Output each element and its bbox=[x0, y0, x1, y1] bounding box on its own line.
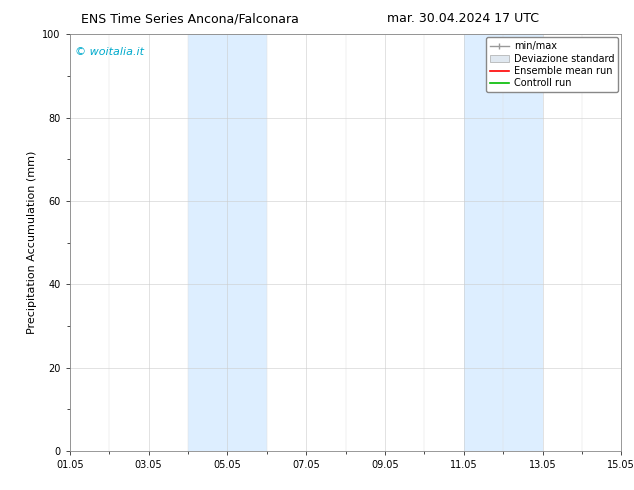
Text: © woitalia.it: © woitalia.it bbox=[75, 47, 145, 57]
Text: mar. 30.04.2024 17 UTC: mar. 30.04.2024 17 UTC bbox=[387, 12, 539, 25]
Bar bbox=[463, 34, 543, 451]
Bar bbox=[188, 34, 267, 451]
Text: ENS Time Series Ancona/Falconara: ENS Time Series Ancona/Falconara bbox=[81, 12, 299, 25]
Legend: min/max, Deviazione standard, Ensemble mean run, Controll run: min/max, Deviazione standard, Ensemble m… bbox=[486, 37, 618, 92]
Y-axis label: Precipitation Accumulation (mm): Precipitation Accumulation (mm) bbox=[27, 151, 37, 334]
